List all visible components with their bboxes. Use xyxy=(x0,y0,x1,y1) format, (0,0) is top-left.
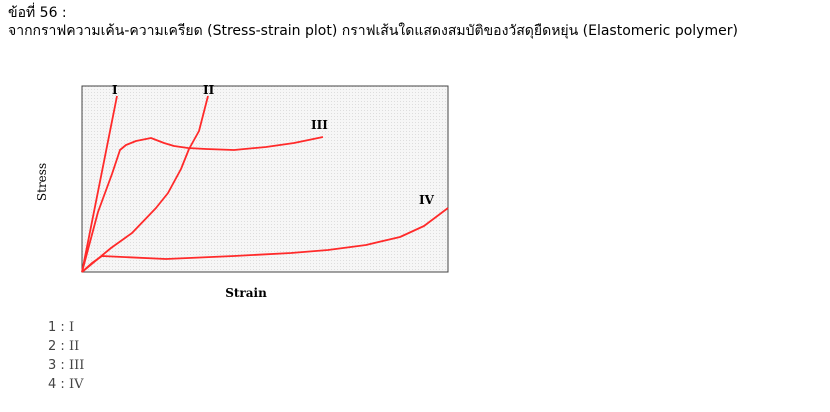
answer-choices: 1 : I 2 : II 3 : III 4 : IV xyxy=(48,318,84,394)
curve-iii xyxy=(81,136,324,273)
curve-label-iii: III xyxy=(311,118,328,132)
question-number: ข้อที่ 56 : xyxy=(8,5,67,21)
stress-strain-svg: Stress Strain I II III IV xyxy=(36,83,449,300)
curve-label-ii: II xyxy=(203,83,215,97)
choice-separator: : xyxy=(60,320,65,335)
answer-choice-3[interactable]: 3 : III xyxy=(48,356,84,375)
choice-number: 2 xyxy=(48,339,57,354)
choice-label: IV xyxy=(68,377,84,392)
choice-separator: : xyxy=(60,377,65,392)
curve-label-iv: IV xyxy=(419,193,435,207)
curve-i xyxy=(81,95,118,273)
choice-number: 3 xyxy=(48,358,57,373)
x-axis-label: Strain xyxy=(225,286,267,300)
choice-number: 4 xyxy=(48,377,57,392)
curve-ii xyxy=(81,95,209,273)
choice-label: III xyxy=(68,358,85,373)
y-axis-label: Stress xyxy=(36,163,49,201)
choice-separator: : xyxy=(60,339,65,354)
answer-choice-1[interactable]: 1 : I xyxy=(48,318,84,337)
choice-separator: : xyxy=(60,358,65,373)
answer-choice-4[interactable]: 4 : IV xyxy=(48,375,84,394)
answer-choice-2[interactable]: 2 : II xyxy=(48,337,84,356)
choice-label: II xyxy=(68,339,80,354)
stress-strain-figure: Stress Strain I II III IV xyxy=(36,82,456,302)
choice-number: 1 xyxy=(48,320,57,335)
choice-label: I xyxy=(68,320,75,335)
plot-frame xyxy=(81,85,449,273)
curve-iv xyxy=(81,207,449,273)
curve-label-i: I xyxy=(112,83,118,97)
question-text: จากกราฟความเค้น-ความเครียด (Stress-strai… xyxy=(8,23,738,39)
